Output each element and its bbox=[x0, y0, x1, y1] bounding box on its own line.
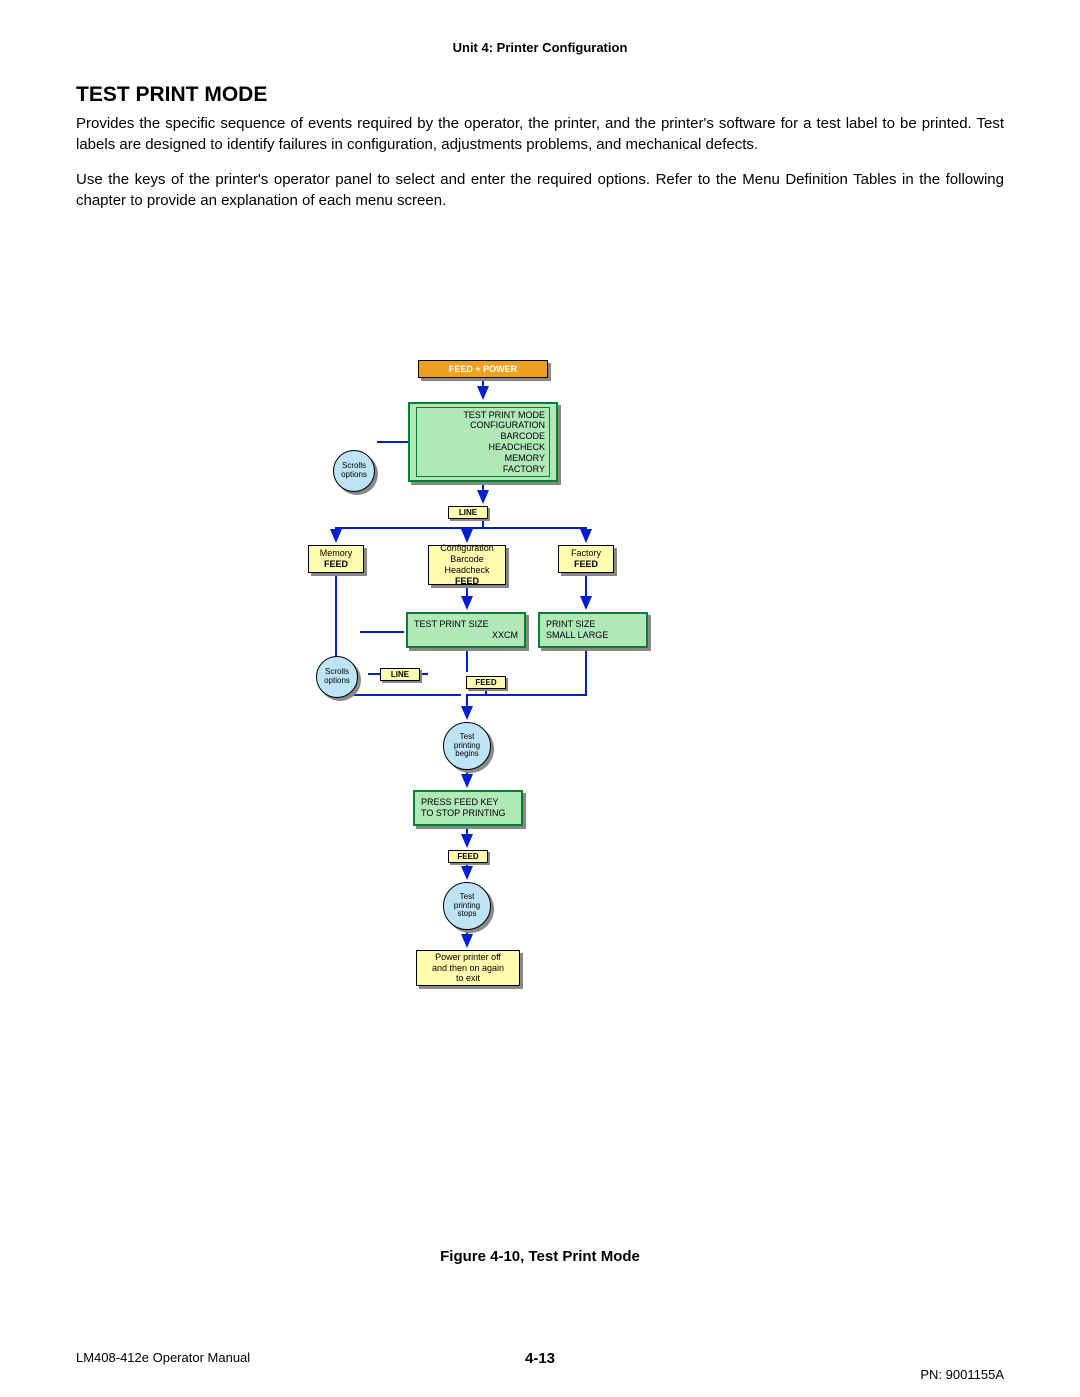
flowchart-node-factory: FactoryFEED bbox=[558, 545, 614, 573]
flowchart-node-line2: LINE bbox=[380, 668, 420, 681]
flowchart-node-scroll2: Scrollsoptions bbox=[316, 656, 358, 698]
paragraph-2: Use the keys of the printer's operator p… bbox=[76, 169, 1004, 211]
paragraph-1: Provides the specific sequence of events… bbox=[76, 113, 1004, 155]
page-title: TEST PRINT MODE bbox=[76, 83, 1004, 107]
figure-caption: Figure 4-10, Test Print Mode bbox=[0, 1248, 1080, 1265]
flowchart-node-menu: TEST PRINT MODECONFIGURATIONBARCODEHEADC… bbox=[408, 402, 558, 482]
flowchart-node-feed3: FEED bbox=[448, 850, 488, 863]
header-unit: Unit 4: Printer Configuration bbox=[76, 40, 1004, 55]
flowchart-node-config: ConfigurationBarcodeHeadcheckFEED bbox=[428, 545, 506, 585]
flowchart-node-tpsize: TEST PRINT SIZEXXCM bbox=[406, 612, 526, 648]
page-footer: LM408-412e Operator Manual 4-13 PN: 9001… bbox=[76, 1350, 1004, 1367]
flowchart-node-exit: Power printer offand then on againto exi… bbox=[416, 950, 520, 986]
flowchart-node-memory: MemoryFEED bbox=[308, 545, 364, 573]
flowchart-node-psize: PRINT SIZESMALL LARGE bbox=[538, 612, 648, 648]
flowchart-node-scroll1: Scrollsoptions bbox=[333, 450, 375, 492]
flowchart-figure: FEED + POWER TEST PRINT MODECONFIGURATION… bbox=[308, 350, 758, 1070]
flowchart-edge-5 bbox=[483, 528, 586, 541]
flowchart-node-stops: Testprintingstops bbox=[443, 882, 491, 930]
flowchart-node-press: PRESS FEED KEYTO STOP PRINTING bbox=[413, 790, 523, 826]
flowchart-node-begin: Testprintingbegins bbox=[443, 722, 491, 770]
flowchart-edge-3 bbox=[336, 517, 483, 541]
flowchart-node-start: FEED + POWER bbox=[418, 360, 548, 378]
footer-manual: LM408-412e Operator Manual bbox=[76, 1350, 250, 1365]
footer-part-number: PN: 9001155A bbox=[920, 1367, 1004, 1382]
flowchart-node-feed2: FEED bbox=[466, 676, 506, 689]
flowchart-node-line1: LINE bbox=[448, 506, 488, 519]
flowchart-edge-12 bbox=[467, 687, 486, 718]
